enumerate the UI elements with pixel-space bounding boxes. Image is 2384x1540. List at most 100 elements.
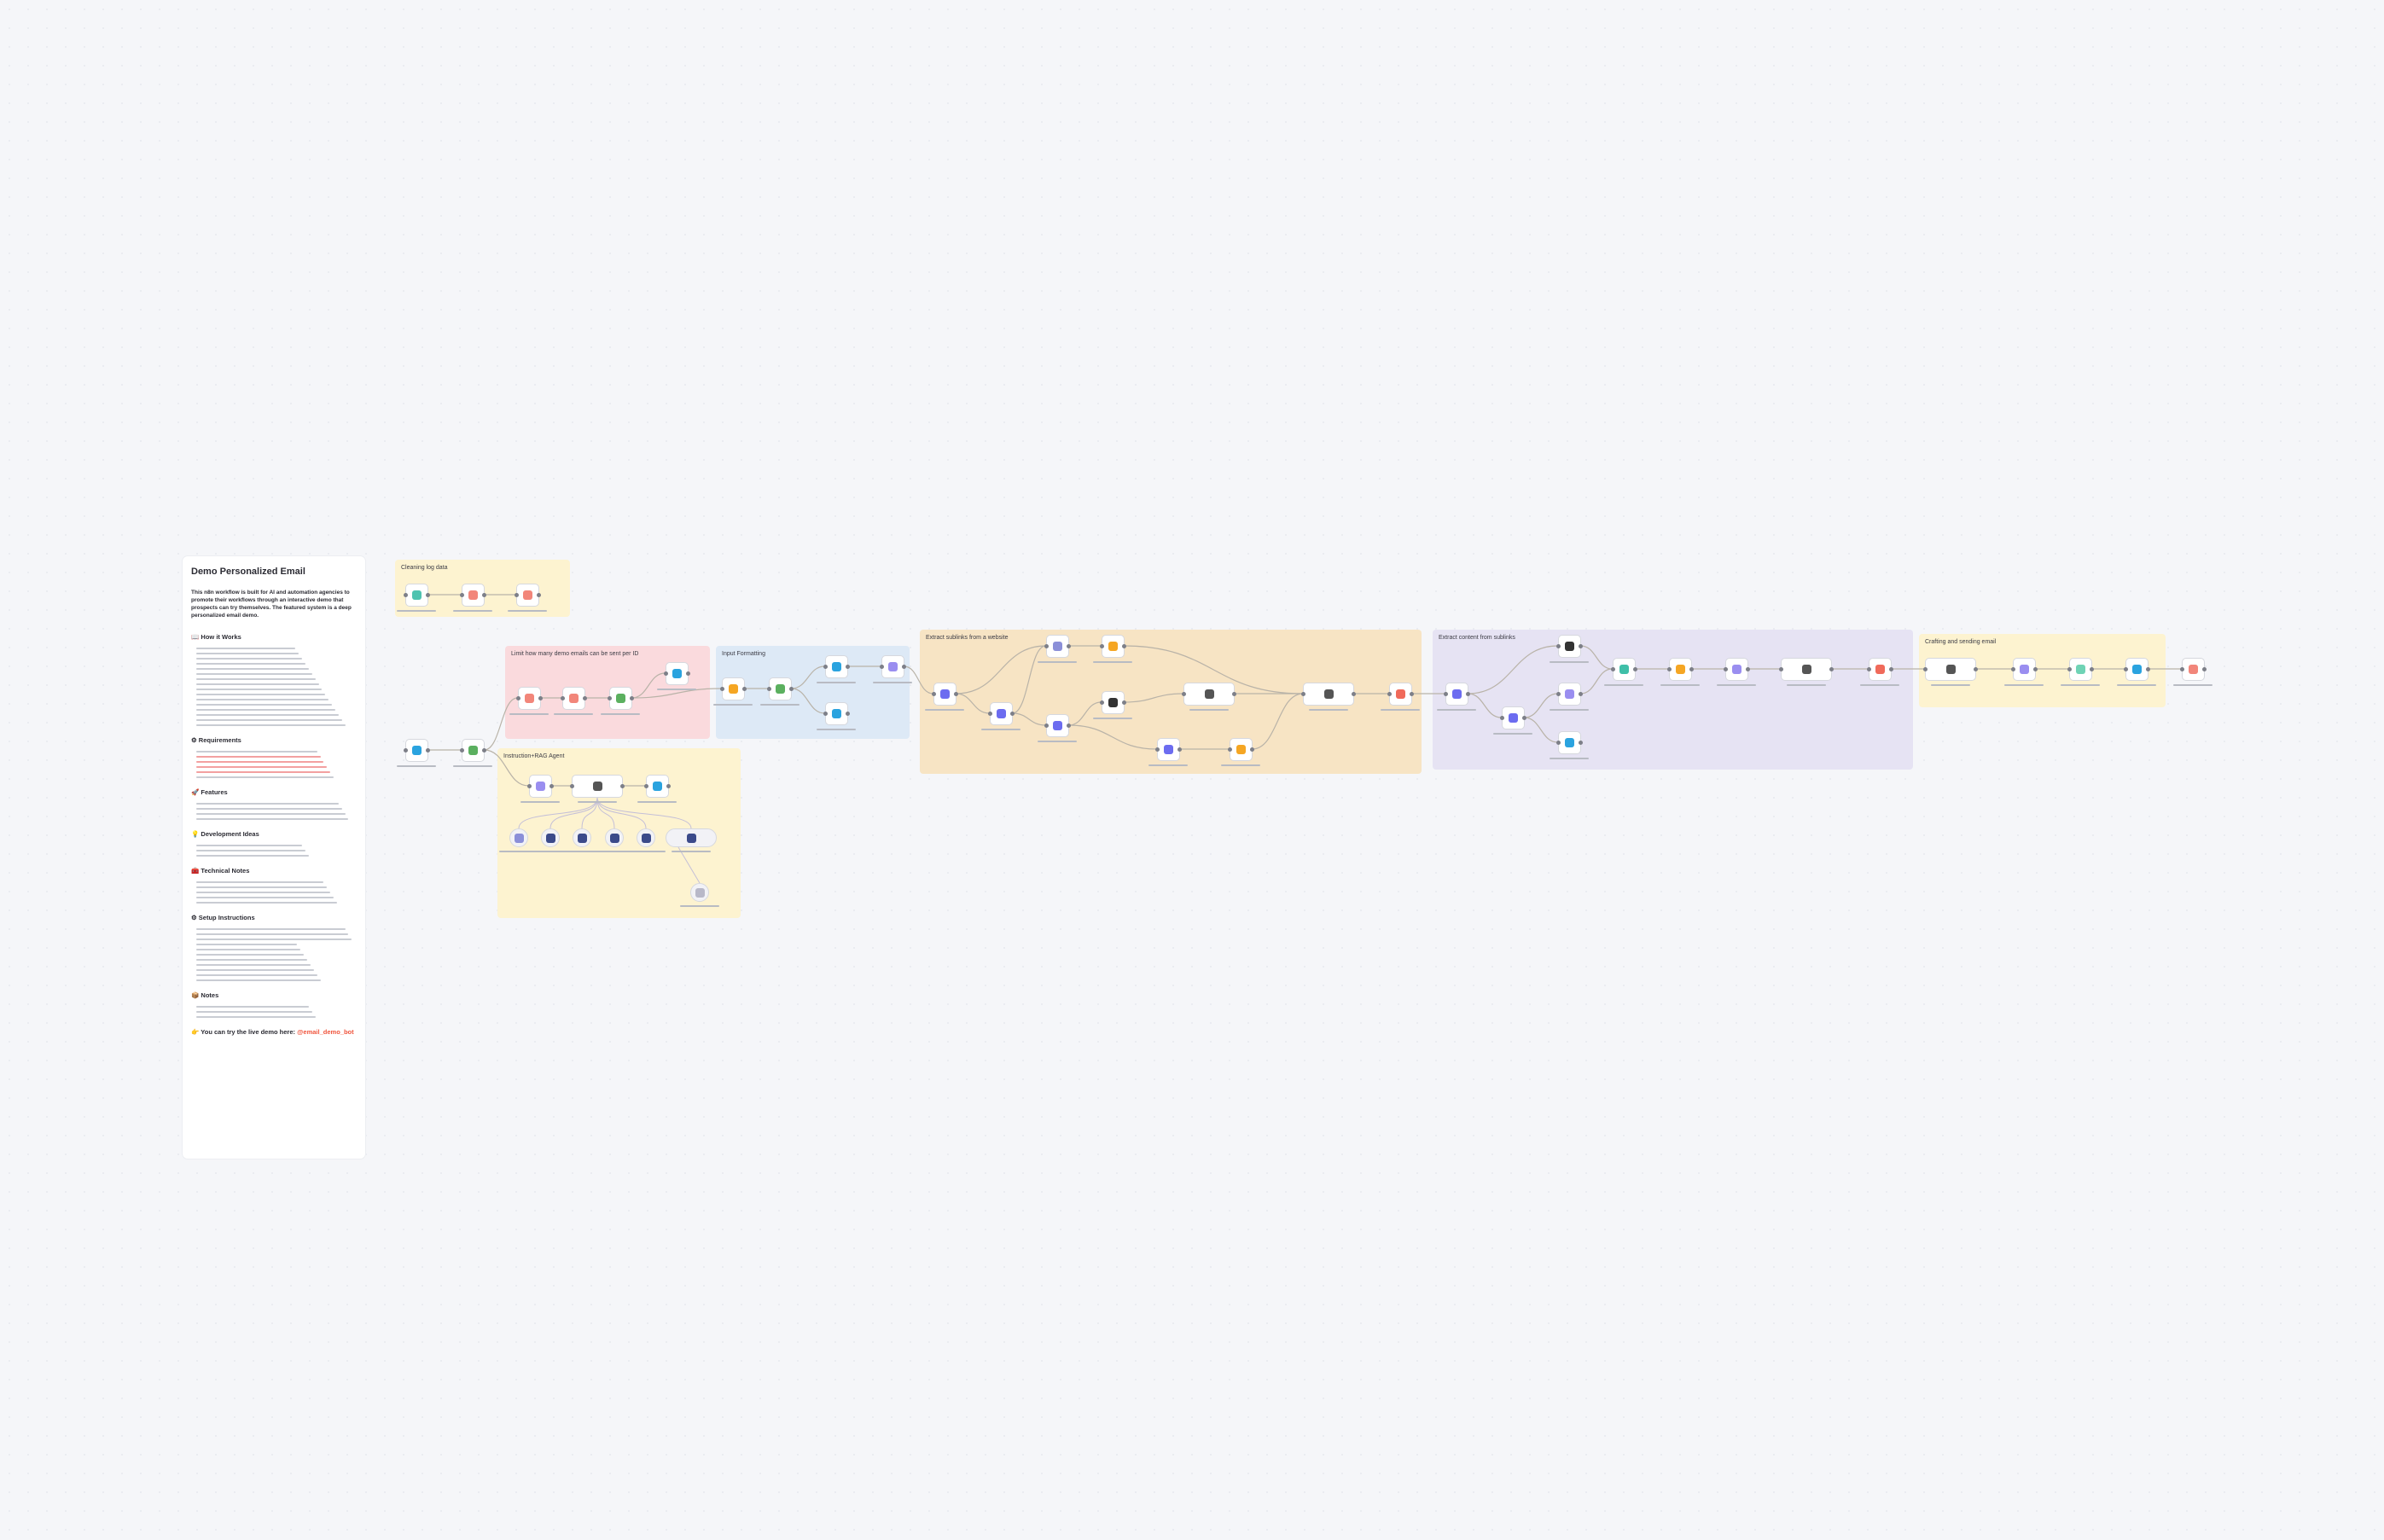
connection[interactable] — [1468, 645, 1558, 694]
group-input[interactable]: Input Formatting — [716, 646, 910, 739]
output-port[interactable] — [1465, 691, 1470, 696]
output-port[interactable] — [1121, 643, 1126, 648]
input-port[interactable] — [1227, 747, 1232, 752]
workflow-node[interactable] — [1381, 682, 1420, 711]
connection[interactable] — [1012, 712, 1046, 726]
input-port[interactable] — [459, 592, 464, 597]
output-port[interactable] — [1009, 711, 1015, 716]
input-port[interactable] — [2067, 666, 2072, 671]
connection[interactable] — [1580, 645, 1613, 670]
input-port[interactable] — [1666, 666, 1672, 671]
input-port[interactable] — [1044, 643, 1049, 648]
tool-connection[interactable] — [596, 797, 615, 829]
tool-connection[interactable] — [596, 797, 647, 829]
connection[interactable] — [484, 749, 529, 787]
input-port[interactable] — [1779, 666, 1783, 671]
input-port[interactable] — [987, 711, 992, 716]
input-port[interactable] — [931, 691, 936, 696]
output-port[interactable] — [741, 686, 747, 691]
workflow-node[interactable] — [601, 686, 640, 715]
output-port[interactable] — [1578, 691, 1583, 696]
output-port[interactable] — [788, 686, 794, 691]
input-port[interactable] — [1610, 666, 1615, 671]
output-port[interactable] — [1352, 691, 1356, 696]
output-port[interactable] — [685, 671, 690, 676]
workflow-node[interactable] — [713, 677, 753, 706]
output-port[interactable] — [1888, 666, 1893, 671]
connection[interactable] — [1012, 645, 1046, 714]
tool-connection[interactable] — [581, 797, 598, 829]
input-port[interactable] — [719, 686, 724, 691]
connection[interactable] — [904, 665, 933, 694]
connection[interactable] — [791, 665, 825, 689]
tool-connection[interactable] — [596, 797, 692, 829]
workflow-node[interactable] — [1182, 682, 1236, 711]
workflow-node[interactable] — [1148, 737, 1188, 766]
workflow-node[interactable] — [509, 686, 549, 715]
input-port[interactable] — [2179, 666, 2184, 671]
output-port[interactable] — [1689, 666, 1694, 671]
output-port[interactable] — [481, 592, 486, 597]
output-port[interactable] — [1578, 740, 1583, 745]
workflow-node[interactable] — [1550, 730, 1589, 759]
output-port[interactable] — [1121, 700, 1126, 705]
output-port[interactable] — [1745, 666, 1750, 671]
workflow-node[interactable] — [595, 828, 634, 852]
input-port[interactable] — [2010, 666, 2015, 671]
workflow-node[interactable] — [531, 828, 570, 852]
input-port[interactable] — [1443, 691, 1448, 696]
tool-connection[interactable] — [549, 797, 598, 829]
input-port[interactable] — [514, 592, 519, 597]
input-port[interactable] — [879, 664, 884, 669]
input-port[interactable] — [1555, 691, 1561, 696]
input-port[interactable] — [1099, 700, 1104, 705]
tool-connection[interactable] — [518, 797, 598, 829]
output-port[interactable] — [425, 747, 430, 753]
input-port[interactable] — [1182, 691, 1186, 696]
connection[interactable] — [1252, 693, 1304, 750]
workflow-node[interactable] — [817, 701, 856, 730]
workflow-node[interactable] — [925, 682, 964, 711]
input-port[interactable] — [1499, 715, 1504, 720]
input-port[interactable] — [823, 711, 828, 716]
output-port[interactable] — [2032, 666, 2038, 671]
workflow-node[interactable] — [2173, 657, 2212, 686]
output-port[interactable] — [1409, 691, 1414, 696]
input-port[interactable] — [1866, 666, 1871, 671]
workflow-node[interactable] — [554, 686, 593, 715]
connection[interactable] — [1580, 668, 1613, 694]
input-port[interactable] — [1387, 691, 1392, 696]
workflow-node[interactable] — [397, 583, 436, 612]
output-port[interactable] — [620, 783, 625, 788]
output-port[interactable] — [1232, 691, 1236, 696]
output-port[interactable] — [1974, 666, 1978, 671]
workflow-description-note[interactable]: Demo Personalized Email This n8n workflo… — [183, 556, 365, 1159]
input-port[interactable] — [1301, 691, 1305, 696]
embedding-connection[interactable] — [677, 846, 701, 884]
input-port[interactable] — [1099, 643, 1104, 648]
input-port[interactable] — [1555, 740, 1561, 745]
output-port[interactable] — [666, 783, 671, 788]
connection[interactable] — [484, 697, 518, 751]
connection[interactable] — [791, 688, 825, 714]
input-port[interactable] — [823, 664, 828, 669]
input-port[interactable] — [1044, 723, 1049, 728]
demo-bot-link[interactable]: @email_demo_bot — [297, 1028, 354, 1036]
workflow-node[interactable] — [666, 828, 717, 852]
input-port[interactable] — [403, 747, 408, 753]
input-port[interactable] — [643, 783, 648, 788]
connection[interactable] — [1124, 645, 1304, 694]
output-port[interactable] — [536, 592, 541, 597]
input-port[interactable] — [560, 695, 565, 700]
input-port[interactable] — [766, 686, 771, 691]
workflow-node[interactable] — [1301, 682, 1356, 711]
workflow-node[interactable] — [873, 654, 912, 683]
workflow-node[interactable] — [1093, 690, 1132, 719]
workflow-node[interactable] — [680, 883, 719, 907]
workflow-node[interactable] — [508, 583, 547, 612]
workflow-node[interactable] — [981, 701, 1020, 730]
output-port[interactable] — [901, 664, 906, 669]
output-port[interactable] — [1249, 747, 1254, 752]
workflow-node[interactable] — [1038, 634, 1077, 663]
output-port[interactable] — [1177, 747, 1182, 752]
